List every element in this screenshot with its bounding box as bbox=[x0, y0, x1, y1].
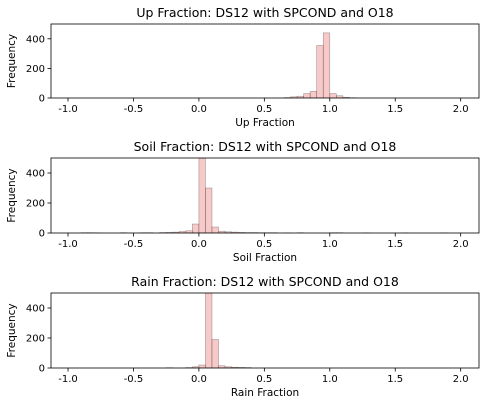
x-tick-label: -1.0 bbox=[58, 104, 78, 115]
histogram-bar bbox=[211, 339, 219, 368]
x-tick-label: -1.0 bbox=[58, 239, 78, 250]
y-tick-label: 400 bbox=[26, 304, 45, 315]
y-tick-label: 400 bbox=[26, 169, 45, 180]
axes-frame bbox=[50, 292, 480, 369]
x-tick-label: 1.5 bbox=[387, 374, 403, 385]
histogram-bar bbox=[322, 32, 331, 98]
y-tick-label: 0 bbox=[39, 94, 45, 105]
histogram-bar bbox=[309, 91, 318, 98]
axes-frame bbox=[50, 157, 480, 234]
x-axis-label: Up Fraction bbox=[235, 117, 295, 129]
histogram-bar bbox=[205, 187, 213, 233]
x-tick-label: 1.5 bbox=[387, 239, 403, 250]
x-tick-label: 0.0 bbox=[191, 374, 207, 385]
chart-title: Rain Fraction: DS12 with SPCOND and O18 bbox=[131, 274, 399, 289]
x-tick-label: -0.5 bbox=[124, 239, 144, 250]
y-axis-label: Frequency bbox=[6, 168, 18, 222]
chart-title: Up Fraction: DS12 with SPCOND and O18 bbox=[136, 5, 393, 20]
x-tick-label: 0.5 bbox=[256, 374, 272, 385]
histogram-bar bbox=[316, 45, 324, 98]
histogram-bar bbox=[198, 364, 206, 368]
x-tick-label: 1.0 bbox=[322, 104, 338, 115]
x-tick-label: 0.5 bbox=[256, 104, 272, 115]
y-tick-label: 400 bbox=[26, 34, 45, 45]
x-tick-label: 1.0 bbox=[322, 239, 338, 250]
histogram-bar bbox=[303, 93, 311, 98]
axes-frame bbox=[50, 23, 480, 99]
x-tick-label: 0.5 bbox=[256, 239, 272, 250]
x-tick-label: -0.5 bbox=[124, 374, 144, 385]
x-tick-label: 1.0 bbox=[322, 374, 338, 385]
x-tick-label: 2.0 bbox=[453, 239, 469, 250]
x-tick-label: 0.0 bbox=[191, 239, 207, 250]
y-tick-label: 200 bbox=[26, 334, 45, 345]
x-tick-label: -0.5 bbox=[124, 104, 144, 115]
y-tick-label: 200 bbox=[26, 64, 45, 75]
histogram-bar bbox=[211, 226, 219, 233]
subplot-3: -1.0 -0.5 0.0 0.5 1.0 1.5 2.0 0 200 400 Rain Fract… bbox=[6, 274, 480, 399]
histogram-bar bbox=[198, 158, 206, 233]
histogram-bar bbox=[192, 223, 200, 233]
subplot-2: -1.0 -0.5 0.0 0.5 1.0 1.5 2.0 0 200 400 Soil Fract… bbox=[6, 139, 480, 264]
x-axis-label: Soil Fraction bbox=[233, 252, 297, 264]
y-tick-label: 0 bbox=[39, 229, 45, 240]
y-tick-label: 0 bbox=[39, 364, 45, 375]
x-tick-label: 2.0 bbox=[453, 374, 469, 385]
x-tick-label: -1.0 bbox=[58, 374, 78, 385]
subplot-1: -1.0 -0.5 0.0 0.5 1.0 1.5 2.0 0 200 400 Up Fractio… bbox=[6, 5, 480, 129]
histogram-bar bbox=[329, 93, 337, 98]
x-tick-label: 1.5 bbox=[387, 104, 403, 115]
y-axis-label: Frequency bbox=[6, 303, 18, 357]
chart-title: Soil Fraction: DS12 with SPCOND and O18 bbox=[134, 139, 397, 154]
histogram-bar bbox=[205, 293, 213, 368]
x-axis-label: Rain Fraction bbox=[231, 387, 299, 399]
y-tick-label: 200 bbox=[26, 199, 45, 210]
y-axis-label: Frequency bbox=[6, 34, 18, 88]
x-tick-label: 2.0 bbox=[453, 104, 469, 115]
x-tick-label: 0.0 bbox=[191, 104, 207, 115]
